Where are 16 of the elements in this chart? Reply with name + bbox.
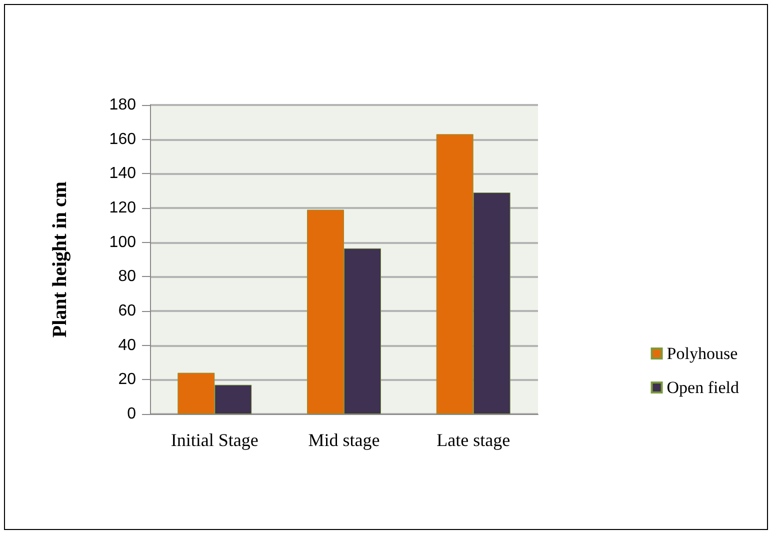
y-tick-label: 20: [118, 371, 136, 388]
legend-label: Polyhouse: [666, 344, 738, 363]
y-tick-label: 0: [127, 406, 136, 422]
y-tick-label: 140: [109, 165, 136, 182]
y-axis-title: Plant height in cm: [49, 181, 71, 338]
y-tick-label: 60: [118, 302, 136, 320]
y-tick-label: 80: [118, 268, 136, 286]
y-tick-label: 100: [109, 234, 136, 251]
x-tick-label: Initial Stage: [170, 430, 258, 450]
y-tick-label: 160: [109, 130, 136, 148]
y-tick-label: 40: [118, 336, 136, 354]
x-tick-label: Mid stage: [308, 430, 380, 450]
x-tick-label: Late stage: [436, 430, 510, 450]
y-tick-label: 120: [109, 200, 136, 216]
legend-label: Open field: [666, 378, 740, 397]
y-tick-label: 180: [109, 96, 136, 114]
